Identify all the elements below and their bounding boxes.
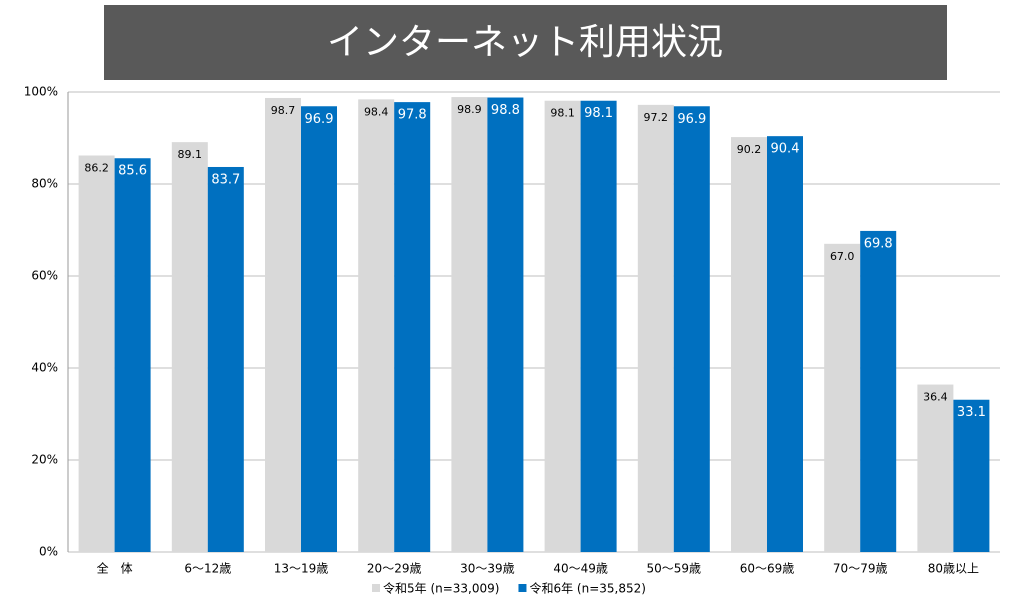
data-label: 98.7	[271, 104, 296, 117]
bar	[731, 137, 767, 552]
data-label: 98.1	[584, 106, 613, 121]
data-label: 98.1	[550, 107, 575, 120]
bar	[487, 97, 524, 553]
bar	[673, 106, 710, 552]
bar	[358, 99, 395, 553]
bar	[917, 384, 954, 552]
data-label: 33.1	[957, 405, 986, 420]
bar	[301, 106, 337, 552]
bar	[78, 155, 115, 553]
data-label: 90.2	[737, 143, 762, 156]
data-label: 97.2	[644, 111, 669, 124]
bar	[860, 230, 897, 553]
x-tick-label: 80歳以上	[928, 562, 979, 576]
bar	[824, 243, 861, 553]
bar	[580, 100, 617, 553]
data-label: 67.0	[830, 250, 855, 263]
x-tick-label: 50～59歳	[647, 562, 702, 576]
legend-label: 令和5年 (n=33,009)	[383, 581, 499, 596]
x-tick-label: 70～79歳	[833, 562, 888, 576]
data-label: 86.2	[84, 161, 109, 174]
data-label: 83.7	[211, 172, 240, 187]
y-tick-label: 20%	[31, 453, 58, 467]
data-label: 69.8	[864, 236, 893, 251]
y-tick-label: 80%	[31, 177, 58, 191]
bar	[207, 166, 244, 553]
bar	[171, 142, 208, 552]
data-label: 90.4	[771, 142, 800, 157]
data-label: 97.8	[398, 108, 427, 123]
bar	[767, 136, 803, 552]
bar	[637, 104, 674, 552]
bar	[114, 158, 151, 553]
title-banner	[104, 5, 947, 80]
x-tick-label: 13～19歳	[274, 562, 329, 576]
data-label: 85.6	[118, 164, 147, 179]
data-label: 96.9	[305, 112, 334, 127]
bar	[451, 97, 488, 552]
legend-label: 令和6年 (n=35,852)	[529, 581, 645, 596]
x-tick-label: 40～49歳	[553, 562, 608, 576]
bar	[953, 399, 990, 552]
y-tick-label: 60%	[31, 269, 58, 283]
data-label: 98.4	[364, 105, 389, 118]
data-label: 96.9	[677, 112, 706, 127]
bar	[394, 102, 431, 553]
x-tick-label: 全 体	[97, 561, 133, 576]
x-tick-label: 6～12歳	[184, 562, 231, 576]
legend-swatch	[518, 584, 527, 592]
bar	[544, 100, 581, 553]
legend-swatch	[372, 584, 380, 592]
x-tick-label: 20～29歳	[367, 562, 422, 576]
y-tick-label: 0%	[39, 545, 58, 559]
data-label: 98.8	[491, 103, 520, 118]
x-tick-label: 30～39歳	[460, 562, 515, 576]
data-label: 98.9	[457, 103, 482, 116]
bar	[265, 97, 301, 552]
y-tick-label: 40%	[31, 361, 58, 375]
chart-title: インターネット利用状況	[327, 22, 723, 63]
data-label: 36.4	[923, 391, 948, 404]
data-label: 89.1	[178, 148, 203, 161]
x-tick-label: 60～69歳	[740, 562, 795, 576]
y-tick-label: 100%	[24, 85, 58, 99]
